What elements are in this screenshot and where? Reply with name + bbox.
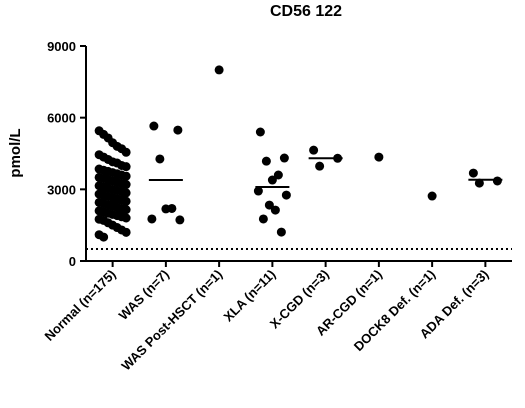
data-point xyxy=(155,154,165,164)
data-point xyxy=(121,227,131,237)
x-tick-label: WAS (n=7) xyxy=(116,267,172,323)
chart-title: CD56 122 xyxy=(270,3,342,20)
data-point xyxy=(121,205,131,215)
data-point xyxy=(121,147,131,157)
data-point xyxy=(267,175,277,185)
data-point xyxy=(264,200,274,210)
data-point xyxy=(273,170,283,180)
data-point xyxy=(261,156,271,166)
data-point xyxy=(281,190,291,200)
y-axis-label: pmol/L xyxy=(7,128,24,177)
data-point xyxy=(255,127,265,137)
data-point xyxy=(474,178,484,188)
data-point xyxy=(121,162,131,172)
data-point xyxy=(276,227,286,237)
y-tick-label: 0 xyxy=(69,254,76,269)
data-point xyxy=(121,213,131,223)
x-tick-label: XLA (n=11) xyxy=(220,267,278,325)
x-tick-label: Normal (n=175) xyxy=(41,267,118,344)
data-point xyxy=(99,232,109,242)
data-point xyxy=(258,214,268,224)
data-point xyxy=(214,65,224,75)
data-point xyxy=(309,145,319,155)
data-point xyxy=(121,180,131,190)
data-point xyxy=(315,161,325,171)
data-point xyxy=(279,153,289,163)
data-point xyxy=(121,196,131,206)
data-point xyxy=(468,168,478,178)
data-point xyxy=(492,176,502,186)
data-point xyxy=(121,171,131,181)
y-tick-label: 3000 xyxy=(47,182,76,197)
y-tick-label: 6000 xyxy=(47,111,76,126)
data-point xyxy=(149,121,159,131)
data-point xyxy=(175,215,185,225)
data-point xyxy=(173,125,183,135)
x-tick-label: WAS Post-HSCT (n=1) xyxy=(118,267,225,374)
data-point xyxy=(121,188,131,198)
data-point xyxy=(161,204,171,214)
y-tick-label: 9000 xyxy=(47,39,76,54)
data-point xyxy=(253,186,263,196)
data-point xyxy=(270,205,280,215)
data-point xyxy=(147,214,157,224)
data-point xyxy=(427,191,437,201)
data-point xyxy=(374,152,384,162)
